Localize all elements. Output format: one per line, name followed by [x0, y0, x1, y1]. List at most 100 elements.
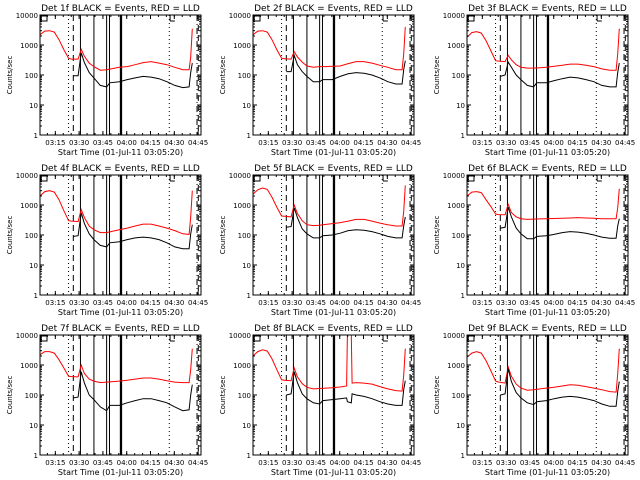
panel-title: Det 9f BLACK = Events, RED = LLD: [468, 324, 627, 334]
panel-6: Det 6f BLACK = Events, RED = LLD 1 10 100 10…: [433, 164, 635, 317]
top-left-bracket-mark: [467, 175, 475, 182]
x-tick-label: 04:15: [567, 459, 587, 467]
x-tick-label: 03:30: [496, 299, 516, 307]
y-tick-label: 1: [461, 292, 465, 300]
top-right-bracket-mark: [596, 335, 602, 342]
x-tick-label: 03:30: [69, 459, 89, 467]
panel-title: Det 3f BLACK = Events, RED = LLD: [468, 4, 627, 14]
y-tick-label: 1000: [447, 362, 465, 370]
y-axis-label: Counts/sec: [433, 376, 441, 415]
x-tick-label: 03:15: [258, 139, 278, 147]
y-tick-label: 1000: [447, 42, 465, 50]
x-tick-label: 04:45: [188, 459, 208, 467]
y-tick-label: 1: [34, 292, 38, 300]
lld-series-line: [39, 28, 193, 71]
x-tick-label: 03:45: [306, 299, 326, 307]
top-right-bracket-mark: [382, 175, 388, 182]
x-tick-label: 04:00: [544, 459, 564, 467]
y-axis-label: Counts/sec: [219, 376, 227, 415]
panel-title: Det 7f BLACK = Events, RED = LLD: [41, 324, 200, 334]
x-tick-label: 04:45: [615, 299, 635, 307]
x-tick-label: 03:30: [282, 139, 302, 147]
y-axis-label: Counts/sec: [433, 216, 441, 255]
x-tick-label: 04:00: [330, 299, 350, 307]
events-series-line: [286, 371, 406, 406]
y-tick-label: 1000: [233, 42, 251, 50]
top-left-bracket-mark: [253, 335, 261, 342]
x-tick-label: 03:45: [306, 139, 326, 147]
x-tick-label: 04:00: [544, 299, 564, 307]
lld-series-line: [252, 185, 406, 227]
top-right-bracket-mark: [596, 15, 602, 22]
y-tick-label: 10000: [443, 12, 465, 20]
panel-title: Det 5f BLACK = Events, RED = LLD: [254, 164, 413, 174]
x-axis-label: Start Time (01-Jul-11 03:05:20): [271, 308, 396, 317]
x-tick-label: 04:30: [591, 139, 611, 147]
top-left-bracket-mark: [467, 15, 475, 22]
x-tick-label: 04:15: [567, 299, 587, 307]
y-tick-label: 1: [461, 452, 465, 460]
x-axis-label: Start Time (01-Jul-11 03:05:20): [485, 308, 610, 317]
y-tick-label: 1: [247, 452, 251, 460]
x-tick-label: 04:30: [164, 459, 184, 467]
x-axis-label: Start Time (01-Jul-11 03:05:20): [58, 468, 183, 477]
lld-series-line: [39, 190, 193, 235]
x-tick-label: 04:00: [117, 459, 137, 467]
y-tick-label: 1: [34, 452, 38, 460]
y-tick-label: 10: [29, 262, 38, 270]
x-tick-label: 03:15: [472, 139, 492, 147]
top-right-bracket-mark: [169, 15, 175, 22]
lld-series-line: [39, 348, 193, 384]
y-tick-label: 100: [452, 232, 465, 240]
top-left-bracket-mark: [253, 15, 261, 22]
panel-8: Det 8f BLACK = Events, RED = LLD 1 10 100 10…: [219, 324, 421, 477]
x-tick-label: 04:45: [401, 139, 421, 147]
y-tick-label: 10000: [16, 172, 38, 180]
x-axis-label: Start Time (01-Jul-11 03:05:20): [271, 468, 396, 477]
lld-series-line: [466, 348, 620, 393]
x-tick-label: 04:45: [615, 139, 635, 147]
x-tick-label: 04:00: [117, 299, 137, 307]
x-tick-label: 03:15: [258, 459, 278, 467]
panel-title: Det 8f BLACK = Events, RED = LLD: [254, 324, 413, 334]
x-tick-label: 03:45: [93, 459, 113, 467]
y-tick-label: 100: [25, 72, 38, 80]
y-tick-label: 10: [242, 262, 251, 270]
x-tick-label: 03:15: [45, 459, 65, 467]
y-tick-label: 10000: [16, 332, 38, 340]
events-series-line: [73, 212, 193, 250]
panel-title: Det 2f BLACK = Events, RED = LLD: [254, 4, 413, 14]
panel-1: Det 1f BLACK = Events, RED = LLD 1 10 100 10…: [6, 4, 208, 157]
y-tick-label: 10: [456, 262, 465, 270]
y-tick-label: 10: [242, 422, 251, 430]
panel-7: Det 7f BLACK = Events, RED = LLD 1 10 100 10…: [6, 324, 208, 477]
x-tick-label: 03:30: [69, 299, 89, 307]
x-axis-label: Start Time (01-Jul-11 03:05:20): [58, 308, 183, 317]
x-tick-label: 04:00: [330, 139, 350, 147]
y-tick-label: 10000: [229, 12, 251, 20]
x-tick-label: 03:15: [472, 299, 492, 307]
panel-4: Det 4f BLACK = Events, RED = LLD 1 10 100 10…: [6, 164, 208, 317]
y-tick-label: 1: [247, 292, 251, 300]
top-left-bracket-mark: [40, 175, 48, 182]
y-tick-label: 1: [247, 132, 251, 140]
panel-2: Det 2f BLACK = Events, RED = LLD 1 10 100 10…: [219, 4, 421, 157]
x-tick-label: 03:30: [496, 459, 516, 467]
x-tick-label: 04:30: [377, 299, 397, 307]
x-tick-label: 04:30: [164, 299, 184, 307]
y-tick-label: 10000: [443, 172, 465, 180]
top-left-bracket-mark: [467, 335, 475, 342]
x-axis-label: Start Time (01-Jul-11 03:05:20): [485, 148, 610, 157]
y-tick-label: 1: [34, 132, 38, 140]
x-tick-label: 04:00: [330, 459, 350, 467]
x-tick-label: 04:15: [140, 459, 160, 467]
x-tick-label: 04:15: [140, 299, 160, 307]
lld-series-line: [466, 28, 620, 71]
x-tick-label: 03:45: [306, 459, 326, 467]
x-tick-label: 04:15: [140, 139, 160, 147]
x-tick-label: 03:45: [520, 459, 540, 467]
y-tick-label: 100: [238, 72, 251, 80]
lld-series-line: [252, 26, 406, 71]
top-right-bracket-mark: [169, 335, 175, 342]
